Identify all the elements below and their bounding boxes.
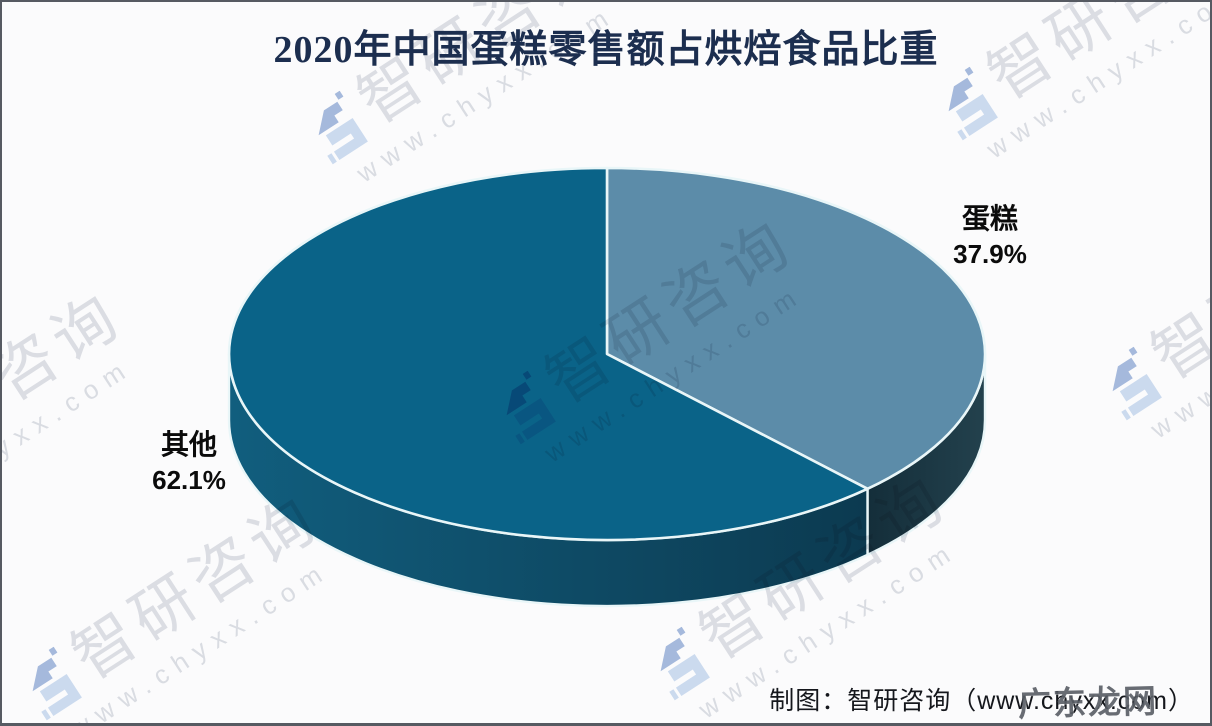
data-label-other: 其他 62.1% <box>142 429 236 495</box>
data-label-other-name: 其他 <box>160 429 217 460</box>
data-label-other-value: 62.1% <box>152 464 226 495</box>
data-label-cake-value: 37.9% <box>953 238 1027 269</box>
credit-line: 制图：智研咨询（www.chyxx.com） <box>769 687 1194 715</box>
data-label-cake: 蛋糕 37.9% <box>938 203 1042 269</box>
site-stamp: 广东龙网 <box>1017 682 1159 723</box>
data-label-cake-name: 蛋糕 <box>961 203 1018 234</box>
chart-title: 2020年中国蛋糕零售额占烘焙食品比重 <box>273 29 939 71</box>
